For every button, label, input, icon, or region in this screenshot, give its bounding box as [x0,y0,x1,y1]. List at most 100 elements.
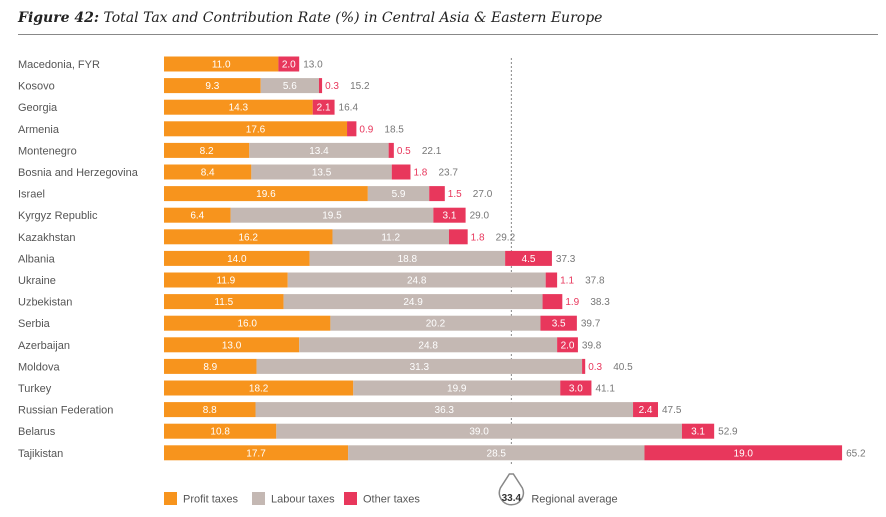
segment-value-label: 17.7 [246,448,266,459]
bar-segment-profit-taxes [164,315,331,331]
segment-value-label: 18.8 [398,254,418,265]
bar-segment-other-taxes [633,402,658,418]
bar-segment-profit-taxes [164,99,313,115]
segment-value-label: 11.5 [214,297,233,308]
bar-segment-profit-taxes [164,121,348,137]
legend-label: Labour taxes [271,494,335,506]
segment-value-label: 1.8 [471,232,485,243]
segment-value-label: 19.9 [447,384,467,395]
bar-segment-labour-taxes [287,272,546,288]
category-label: Kosovo [18,81,55,93]
bar-segment-other-taxes [644,445,843,461]
segment-value-label: 0.9 [359,124,373,135]
segment-value-label: 17.6 [246,124,266,135]
segment-value-label: 2.1 [317,103,331,114]
bar-segment-labour-taxes [276,423,682,439]
category-label: Ukraine [18,275,56,287]
category-label: Montenegro [18,145,77,157]
total-value-label: 39.7 [581,319,601,330]
total-value-label: 52.9 [718,427,738,438]
bar-segment-other-taxes [560,380,592,396]
segment-value-label: 24.8 [407,276,427,287]
bar-segment-other-taxes [391,164,411,180]
segment-value-label: 3.1 [691,427,705,438]
total-value-label: 13.0 [303,60,323,71]
bar-segment-profit-taxes [164,272,288,288]
bar-segment-profit-taxes [164,207,231,223]
title-rule [18,34,878,35]
bar-segment-other-taxes [278,56,300,72]
bar-segment-profit-taxes [164,402,256,418]
segment-value-label: 2.0 [561,340,575,351]
category-label: Tajikistan [18,448,63,460]
bar-segment-profit-taxes [164,142,250,158]
segment-value-label: 11.0 [212,60,231,71]
bar-segment-other-taxes [433,207,466,223]
bar-segment-labour-taxes [230,207,434,223]
segment-value-label: 0.3 [325,81,339,92]
figure-number: Figure 42: [18,10,100,26]
segment-value-label: 0.5 [397,146,411,157]
segment-value-label: 6.4 [190,211,204,222]
segment-value-label: 20.2 [426,319,446,330]
segment-value-label: 36.3 [435,405,455,416]
segment-value-label: 2.0 [282,60,296,71]
bar-segment-labour-taxes [249,142,389,158]
segment-value-label: 24.9 [403,297,423,308]
category-label: Israel [18,189,45,201]
segment-value-label: 0.3 [588,362,602,373]
bar-segment-profit-taxes [164,229,333,245]
segment-value-label: 5.6 [283,81,297,92]
bar-segment-other-taxes [557,337,578,353]
segment-value-label: 11.2 [381,232,400,243]
category-label: Kyrgyz Republic [18,210,98,222]
segment-value-label: 13.5 [312,168,332,179]
bar-segment-labour-taxes [256,358,583,374]
segment-value-label: 11.9 [217,276,236,287]
category-label: Moldova [18,361,60,373]
total-value-label: 16.4 [339,103,359,114]
category-label: Azerbaijan [18,340,70,352]
segment-value-label: 1.5 [448,189,462,200]
bar-segment-labour-taxes [299,337,558,353]
bar-segment-other-taxes [540,315,577,331]
segment-value-label: 16.2 [239,232,259,243]
total-value-label: 15.2 [350,81,370,92]
segment-value-label: 14.3 [229,103,249,114]
bar-segment-other-taxes [312,99,335,115]
total-value-label: 38.3 [590,297,610,308]
bar-segment-other-taxes [318,78,323,94]
segment-value-label: 18.2 [249,384,269,395]
bar-segment-labour-taxes [332,229,449,245]
segment-value-label: 10.8 [210,427,230,438]
segment-value-label: 13.4 [309,146,329,157]
segment-value-label: 8.8 [203,405,217,416]
category-label: Turkey [18,383,52,395]
category-label: Kazakhstan [18,232,75,244]
bar-segment-labour-taxes [348,445,645,461]
legend: Profit taxes Labour taxes Other taxes 33.4 R… [164,473,618,506]
bar-segment-profit-taxes [164,164,252,180]
segment-value-label: 4.5 [522,254,536,265]
segment-value-label: 5.9 [392,189,406,200]
regional-average-marker [498,473,525,506]
bar-segment-labour-taxes [283,294,543,310]
segment-value-label: 19.0 [734,448,754,459]
bar-segment-labour-taxes [260,78,319,94]
segment-value-label: 1.9 [565,297,579,308]
bar-segment-other-taxes [582,358,586,374]
bar-segment-other-taxes [545,272,558,288]
segment-value-label: 2.4 [639,405,653,416]
total-value-label: 41.1 [595,384,615,395]
segment-value-label: 39.0 [469,427,489,438]
bar-segment-other-taxes [347,121,357,137]
legend-swatch [344,492,357,505]
segment-value-label: 1.8 [413,168,427,179]
bar-segment-other-taxes [542,294,563,310]
bar-segment-other-taxes [388,142,394,158]
segment-value-label: 16.0 [237,319,257,330]
segment-value-label: 8.9 [203,362,217,373]
category-label: Armenia [18,124,60,136]
segment-value-label: 3.5 [552,319,566,330]
legend-label: Other taxes [363,494,420,506]
